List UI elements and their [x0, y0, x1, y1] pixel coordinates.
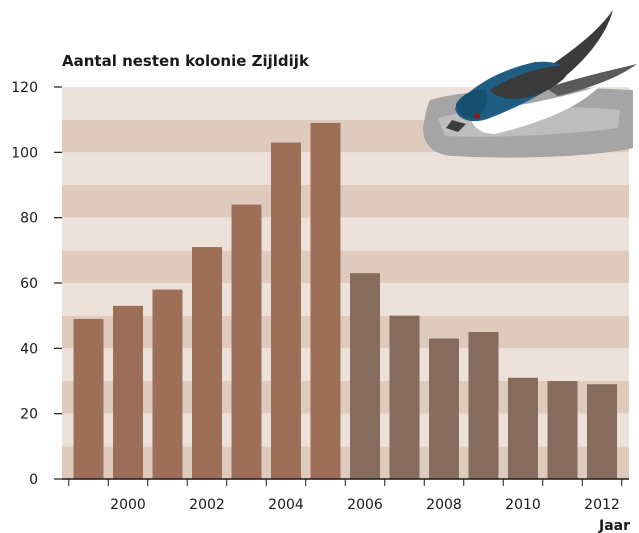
bar-2001: [152, 289, 183, 479]
y-axis: 0 20 40 60 80 100 120: [11, 80, 62, 488]
x-axis: 2000 2002 2004 2006 2008 2010 2012: [62, 478, 629, 513]
bar-2000: [113, 305, 143, 479]
bar-1999: [73, 318, 104, 479]
x-tick-label: 2012: [584, 497, 620, 513]
grid-band: [62, 283, 629, 316]
bar-2005: [310, 122, 341, 479]
x-tick-label: 2004: [268, 497, 304, 513]
x-tick-label: 2010: [505, 497, 541, 513]
grid-band: [62, 250, 629, 283]
bar-2009: [468, 332, 499, 479]
grid-band: [62, 413, 629, 447]
grid-band: [62, 185, 629, 218]
bar-2011: [547, 381, 578, 479]
bar-2002: [192, 247, 222, 479]
x-tick-label: 2002: [189, 497, 225, 513]
bar-2004: [271, 142, 301, 480]
bars: [73, 122, 617, 480]
y-tick-label: 20: [20, 407, 38, 423]
x-axis-label: Jaar: [598, 518, 630, 533]
x-tick-label: 2006: [347, 497, 383, 513]
bar-2003: [231, 204, 262, 479]
grid-band: [62, 348, 629, 381]
bar-2012: [587, 384, 617, 479]
y-tick-label: 120: [11, 80, 38, 96]
chart-title: Aantal nesten kolonie Zijldijk: [62, 52, 310, 70]
y-tick-label: 0: [29, 472, 38, 488]
bar-2007: [389, 315, 420, 479]
grid-band: [62, 381, 629, 414]
grid-band: [62, 217, 629, 251]
bar-2010: [508, 377, 538, 479]
grid-band: [62, 315, 629, 349]
bar-2008: [429, 338, 459, 479]
y-tick-label: 80: [20, 211, 38, 227]
y-tick-label: 100: [11, 145, 38, 161]
grid-band: [62, 446, 629, 479]
y-tick-label: 60: [20, 276, 38, 292]
grid-band: [62, 152, 629, 185]
y-tick-label: 40: [20, 341, 38, 357]
swallow-bird-icon: [423, 10, 637, 158]
x-tick-label: 2000: [110, 497, 146, 513]
bar-2006: [350, 273, 380, 479]
x-tick-label: 2008: [426, 497, 462, 513]
